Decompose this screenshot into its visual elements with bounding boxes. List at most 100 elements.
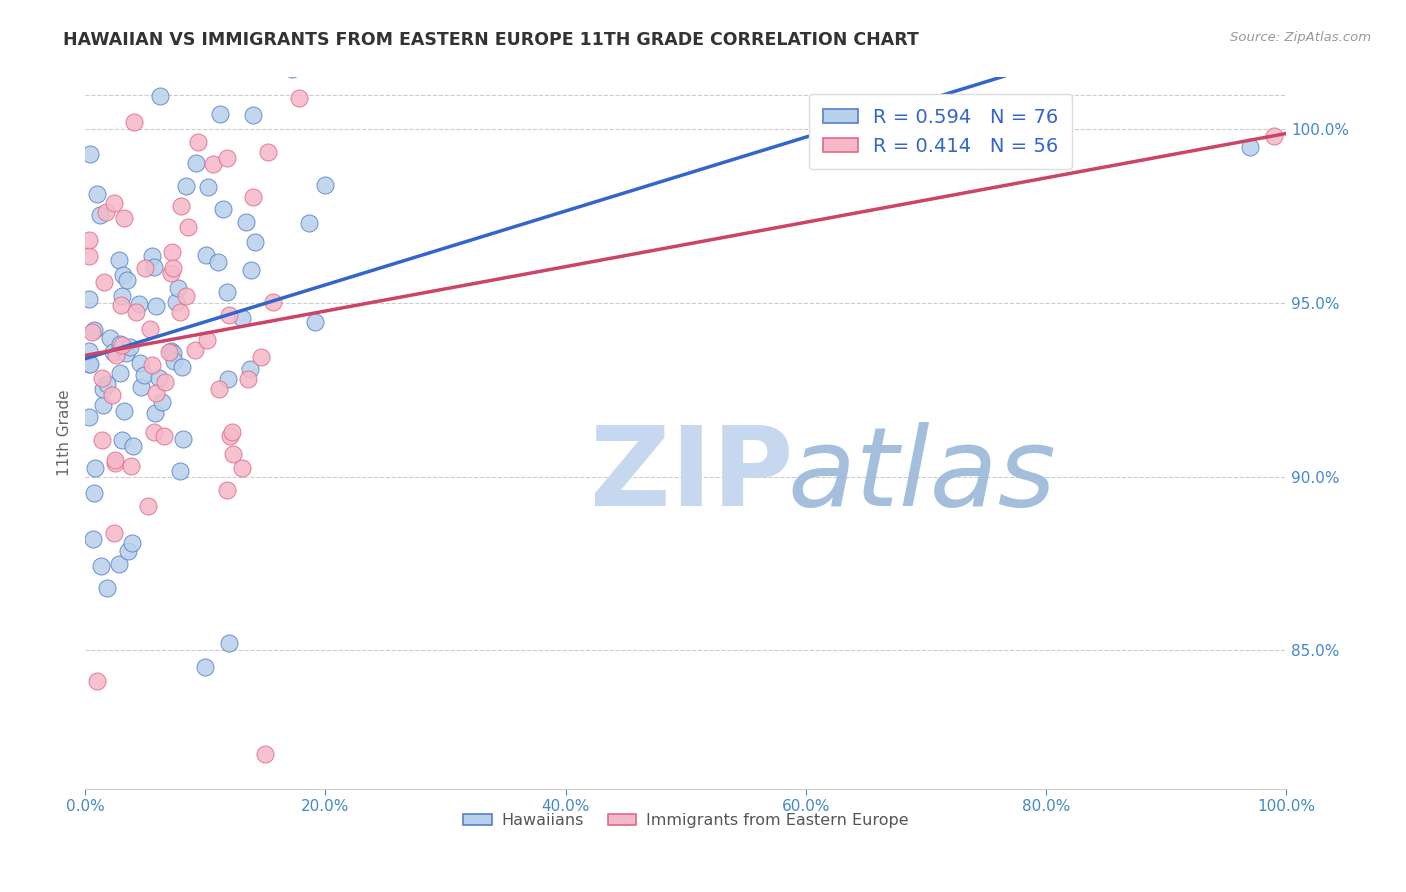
Point [153, 376, 176, 390]
Point [181, 53, 204, 67]
Point [298, 216, 321, 230]
Point [211, 202, 233, 216]
Point [120, 340, 142, 354]
Point [112, 211, 135, 225]
Point [91, 398, 114, 412]
Point [128, 297, 150, 311]
Point [101, 345, 124, 359]
Point [132, 368, 155, 382]
Point [201, 156, 224, 170]
Point [104, 456, 127, 470]
Point [143, 406, 166, 420]
Point [77, 343, 100, 358]
Point [215, 483, 238, 497]
Point [77, 249, 100, 263]
Point [112, 404, 135, 418]
Point [86, 187, 108, 202]
Point [250, 350, 273, 364]
Point [176, 179, 198, 194]
Point [162, 261, 184, 276]
Point [96, 581, 118, 595]
Point [194, 660, 217, 674]
Point [218, 308, 240, 322]
Point [145, 385, 167, 400]
Point [115, 273, 138, 287]
Point [77, 233, 100, 247]
Point [186, 155, 208, 169]
Point [80, 325, 103, 339]
Point [242, 190, 264, 204]
Point [77, 358, 100, 372]
Point [90, 559, 112, 574]
Point [256, 145, 278, 159]
Point [150, 394, 173, 409]
Point [218, 636, 240, 650]
Point [108, 336, 131, 351]
Point [122, 438, 145, 452]
Point [217, 151, 239, 165]
Point [79, 357, 101, 371]
Point [208, 383, 231, 397]
Point [107, 557, 129, 571]
Point [195, 333, 218, 347]
Point [129, 356, 152, 370]
Text: HAWAIIAN VS IMMIGRANTS FROM EASTERN EUROPE 11TH GRADE CORRELATION CHART: HAWAIIAN VS IMMIGRANTS FROM EASTERN EURO… [63, 31, 920, 49]
Point [117, 544, 139, 558]
Point [89, 208, 111, 222]
Point [176, 288, 198, 302]
Point [239, 263, 262, 277]
Point [314, 178, 336, 192]
Point [139, 322, 162, 336]
Point [121, 536, 143, 550]
Point [90, 434, 112, 448]
Point [143, 425, 166, 439]
Point [217, 372, 239, 386]
Point [194, 248, 217, 262]
Point [111, 289, 134, 303]
Point [110, 366, 132, 380]
Point [115, 346, 138, 360]
Point [134, 261, 156, 276]
Point [77, 409, 100, 424]
Point [159, 266, 181, 280]
Point [162, 346, 184, 360]
Point [83, 323, 105, 337]
Point [162, 354, 184, 368]
Point [103, 196, 125, 211]
Point [239, 362, 262, 376]
Point [254, 747, 277, 761]
Text: Source: ZipAtlas.com: Source: ZipAtlas.com [1230, 31, 1371, 45]
Point [221, 425, 243, 439]
Point [169, 464, 191, 478]
Point [166, 281, 188, 295]
Point [169, 305, 191, 319]
Point [235, 215, 257, 229]
Point [111, 338, 134, 352]
Point [91, 371, 114, 385]
Point [170, 199, 193, 213]
Point [160, 344, 183, 359]
Point [287, 91, 309, 105]
Point [122, 115, 145, 129]
Point [91, 382, 114, 396]
Point [1239, 140, 1261, 154]
Point [219, 429, 242, 443]
Point [281, 62, 304, 76]
Point [222, 447, 245, 461]
Point [207, 254, 229, 268]
Point [98, 331, 121, 345]
Point [93, 275, 115, 289]
Text: ZIP: ZIP [589, 422, 793, 529]
Point [160, 244, 183, 259]
Point [100, 388, 122, 402]
Point [96, 377, 118, 392]
Point [104, 348, 127, 362]
Point [79, 292, 101, 306]
Point [111, 433, 134, 447]
Text: atlas: atlas [787, 422, 1056, 529]
Point [243, 235, 266, 249]
Point [110, 298, 132, 312]
Point [170, 360, 193, 375]
Point [82, 532, 104, 546]
Point [152, 429, 174, 443]
